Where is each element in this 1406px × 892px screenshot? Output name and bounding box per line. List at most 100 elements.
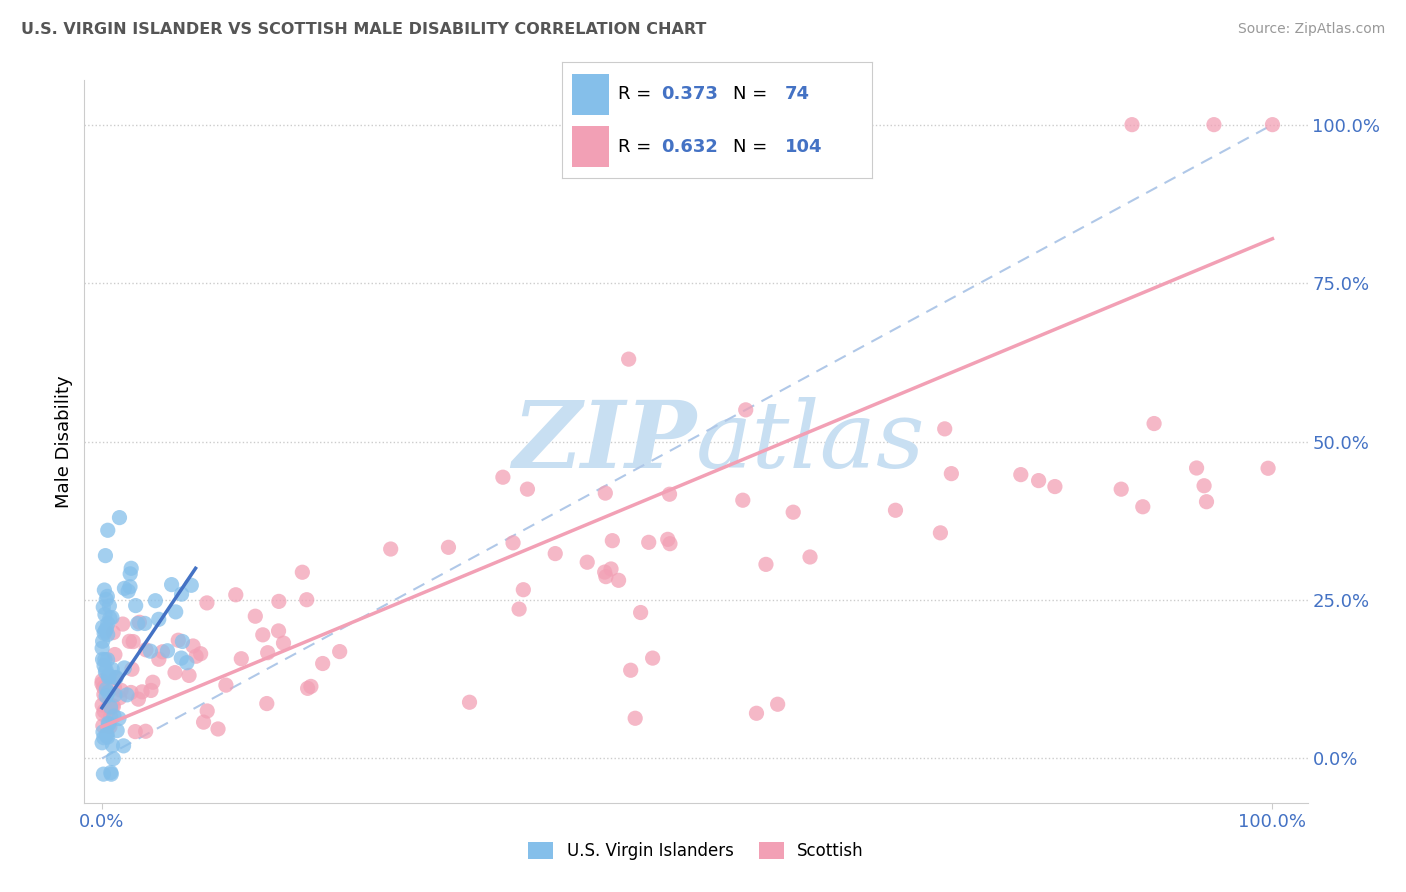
Point xyxy=(607,574,630,588)
Point xyxy=(115,688,138,702)
Point xyxy=(256,697,278,711)
Point xyxy=(94,652,117,666)
Point xyxy=(252,628,274,642)
Point xyxy=(160,577,183,591)
Point xyxy=(112,739,135,753)
Legend: U.S. Virgin Islanders, Scottish: U.S. Virgin Islanders, Scottish xyxy=(522,835,870,867)
Point xyxy=(1043,479,1066,493)
Point xyxy=(170,587,193,601)
Text: R =: R = xyxy=(619,137,657,155)
Point xyxy=(593,565,616,579)
Point xyxy=(1202,118,1225,132)
Text: 0.632: 0.632 xyxy=(661,137,718,155)
Point xyxy=(731,493,754,508)
Point xyxy=(492,470,515,484)
Point xyxy=(98,720,121,734)
Point xyxy=(96,590,118,604)
Point xyxy=(1010,467,1032,482)
Point xyxy=(128,615,150,630)
Point xyxy=(172,634,194,648)
Point xyxy=(93,626,115,640)
Point xyxy=(139,683,162,698)
Text: 104: 104 xyxy=(785,137,823,155)
Point xyxy=(103,709,125,723)
Bar xyxy=(572,74,609,114)
Point xyxy=(97,670,120,684)
Point xyxy=(103,681,125,695)
Point xyxy=(91,698,114,712)
Point xyxy=(620,663,643,677)
Point xyxy=(100,767,122,781)
Point xyxy=(602,533,624,548)
Point xyxy=(100,709,122,723)
Point xyxy=(91,652,114,666)
Point xyxy=(93,681,115,695)
Text: U.S. VIRGIN ISLANDER VS SCOTTISH MALE DISABILITY CORRELATION CHART: U.S. VIRGIN ISLANDER VS SCOTTISH MALE DI… xyxy=(21,22,706,37)
Point xyxy=(929,525,952,540)
Point xyxy=(104,688,127,702)
Point xyxy=(97,523,120,537)
Point xyxy=(576,555,599,569)
Text: atlas: atlas xyxy=(696,397,925,486)
Point xyxy=(508,602,530,616)
Point xyxy=(104,670,127,684)
Point xyxy=(131,685,153,699)
Point xyxy=(97,716,120,731)
Point xyxy=(93,582,115,597)
Point xyxy=(91,736,114,750)
Point xyxy=(437,541,460,555)
Point xyxy=(101,698,124,713)
Point xyxy=(595,569,617,583)
Point xyxy=(101,625,124,640)
Point xyxy=(97,653,120,667)
Point xyxy=(118,634,141,648)
Point xyxy=(600,562,623,576)
Point xyxy=(145,593,167,607)
Point xyxy=(97,668,120,682)
Point xyxy=(120,685,142,699)
Point xyxy=(142,675,165,690)
Point xyxy=(104,648,127,662)
Point xyxy=(91,719,114,733)
Point xyxy=(245,609,267,624)
Point xyxy=(108,711,131,725)
Point xyxy=(177,668,200,682)
Point xyxy=(91,725,114,739)
Point xyxy=(111,617,134,632)
Point xyxy=(96,682,118,697)
Point xyxy=(118,580,141,594)
Point xyxy=(1121,118,1143,132)
Point xyxy=(941,467,963,481)
Point xyxy=(148,612,170,626)
Point xyxy=(502,536,524,550)
Point xyxy=(170,651,193,665)
Text: N =: N = xyxy=(733,86,772,103)
Point xyxy=(641,651,664,665)
Point xyxy=(884,503,907,517)
Point xyxy=(94,549,117,563)
Point xyxy=(101,610,124,624)
Point xyxy=(630,606,652,620)
Point xyxy=(120,561,142,575)
Point xyxy=(1109,482,1132,496)
Point xyxy=(112,661,135,675)
Point xyxy=(156,644,179,658)
Text: 74: 74 xyxy=(785,86,810,103)
Point xyxy=(93,767,115,781)
Point xyxy=(97,685,120,699)
Point xyxy=(176,656,198,670)
Point xyxy=(98,669,121,683)
Point xyxy=(291,566,314,580)
Point xyxy=(267,624,290,638)
Point xyxy=(124,724,146,739)
Point xyxy=(637,535,659,549)
Point xyxy=(180,578,202,592)
Point xyxy=(101,739,124,753)
Point xyxy=(96,729,118,743)
Point xyxy=(215,678,238,692)
Point xyxy=(184,649,207,664)
Text: Source: ZipAtlas.com: Source: ZipAtlas.com xyxy=(1237,22,1385,37)
Point xyxy=(1028,474,1050,488)
Point xyxy=(124,599,146,613)
Point xyxy=(195,596,218,610)
